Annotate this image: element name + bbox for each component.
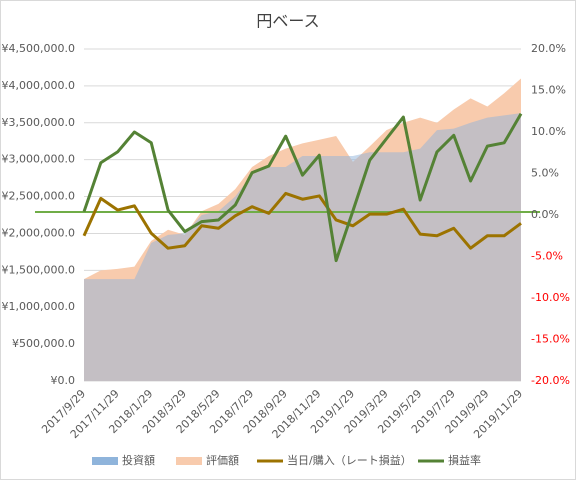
legend-label: 損益率	[448, 453, 481, 467]
lines	[82, 112, 523, 263]
y-tick-label: ¥1,000,000.0	[2, 300, 75, 313]
y2-tick-label: -5.0%	[531, 250, 563, 263]
line	[82, 191, 522, 250]
y2-tick-label: 0.0%	[531, 208, 559, 221]
y2-tick-label: -15.0%	[531, 333, 570, 346]
legend-label: 評価額	[206, 453, 239, 467]
line	[82, 112, 523, 263]
y2-tick-label: 15.0%	[531, 84, 566, 97]
legend-swatch	[176, 457, 202, 465]
y-tick-label: ¥3,500,000.0	[2, 116, 75, 129]
y2-tick-label: -10.0%	[531, 291, 570, 304]
legend-label: 当日/購入（レート損益）	[287, 453, 412, 467]
chart-title: 円ベース	[256, 12, 319, 31]
y-tick-label: ¥4,000,000.0	[2, 79, 75, 92]
legend-swatch	[92, 457, 118, 465]
y-tick-label: ¥500,000.0	[12, 337, 75, 350]
legend-label: 投資額	[122, 453, 155, 467]
y2-tick-label: 5.0%	[531, 167, 559, 180]
y-tick-label: ¥4,500,000.0	[2, 42, 75, 55]
area	[84, 113, 521, 381]
y2-tick-label: -20.0%	[531, 374, 570, 387]
y-tick-label: ¥0.0	[51, 374, 76, 387]
y2-tick-label: 10.0%	[531, 125, 566, 138]
y-tick-label: ¥3,000,000.0	[2, 153, 75, 166]
y-tick-label: ¥2,000,000.0	[2, 226, 75, 239]
y2-tick-label: 20.0%	[531, 42, 566, 55]
y-tick-label: ¥2,500,000.0	[2, 190, 75, 203]
y-tick-label: ¥1,500,000.0	[2, 263, 75, 276]
